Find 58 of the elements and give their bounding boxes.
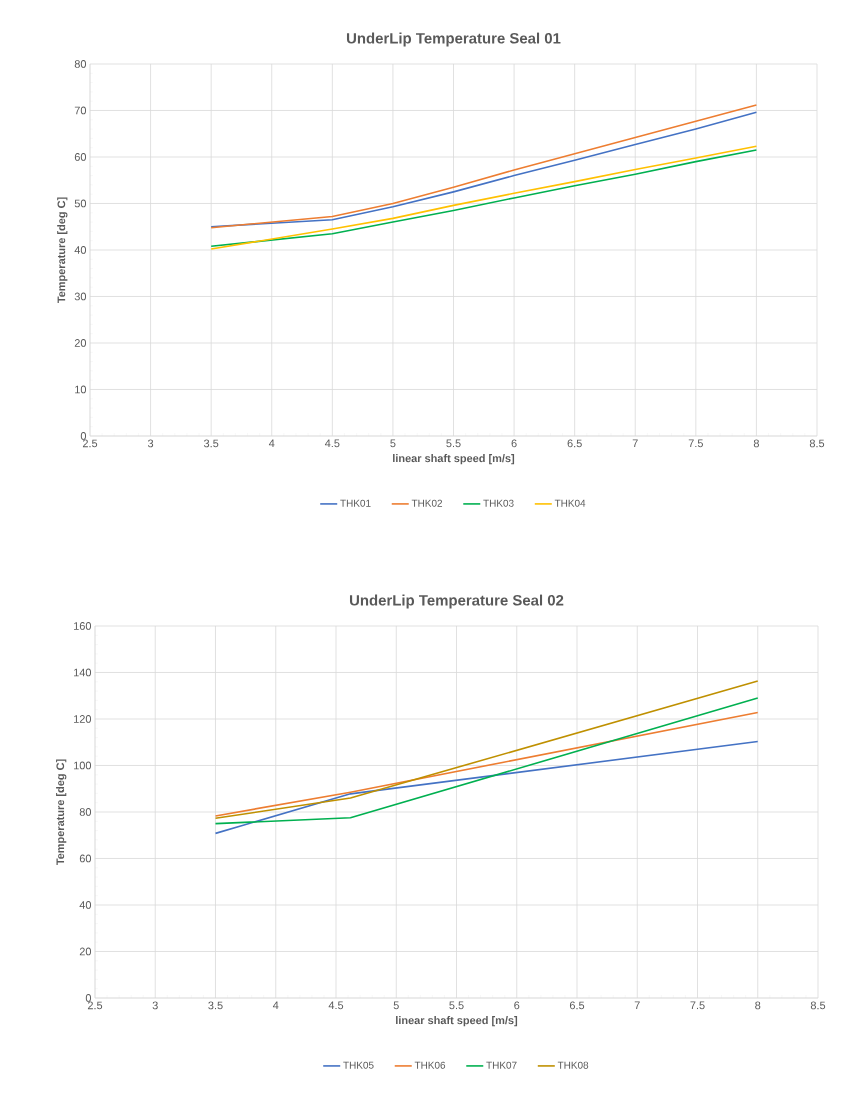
y-tick-label: 140 [74,668,92,677]
x-tick-label: 3.5 [203,439,219,448]
y-tick-label: 80 [79,808,92,816]
x-tick-label: 3 [147,439,154,448]
y-axis-title: Temperature [deg C] [57,197,68,304]
x-tick-label: 7.5 [690,1001,705,1010]
x-tick-label: 7.5 [688,439,703,448]
x-tick-label: 8.5 [809,439,825,448]
x-tick-label: 6.5 [567,439,582,448]
x-tick-label: 7 [634,1001,640,1010]
y-tick-label: 20 [79,947,92,956]
y-tick-label: 100 [74,761,92,770]
x-axis-title: linear shaft speed [m/s] [396,1016,518,1027]
y-tick-label: 40 [79,901,92,909]
x-tick-label: 2.5 [87,1001,103,1010]
y-tick-label: 0 [80,432,87,440]
x-tick-label: 4 [268,439,275,448]
x-tick-label: 5.5 [449,1001,464,1010]
x-tick-label: 4 [272,1001,279,1010]
x-tick-label: 8 [753,439,759,448]
legend-label: THK07 [486,1061,517,1069]
y-axis-title: Temperature [deg C] [56,759,67,866]
y-tick-label: 60 [74,153,87,161]
legend-label: THK08 [557,1061,589,1069]
legend-label: THK05 [343,1061,374,1069]
y-tick-label: 60 [79,854,92,863]
x-tick-label: 6 [514,1001,520,1010]
chart-title: UnderLip Temperature Seal 01 [346,32,561,47]
y-tick-label: 70 [74,106,87,115]
x-tick-label: 8.5 [810,1001,826,1010]
y-tick-label: 0 [85,994,92,1002]
x-tick-label: 7 [632,439,638,448]
x-tick-label: 4.5 [328,1001,344,1010]
x-axis-title: linear shaft speed [m/s] [393,454,515,465]
x-tick-label: 3.5 [208,1001,223,1010]
y-tick-label: 80 [74,60,87,68]
y-tick-label: 120 [74,715,92,723]
legend-label: THK03 [483,499,514,507]
legend-label: THK06 [414,1061,446,1069]
x-tick-label: 5 [390,439,396,448]
x-tick-label: 8 [755,1001,761,1010]
y-tick-label: 50 [74,199,87,208]
x-tick-label: 4.5 [324,439,340,448]
chart-title: UnderLip Temperature Seal 02 [349,594,564,609]
x-tick-label: 6.5 [569,1001,585,1010]
y-tick-label: 10 [75,385,87,394]
x-tick-label: 6 [511,439,517,448]
y-tick-label: 160 [74,622,92,630]
y-tick-label: 30 [74,292,87,301]
x-tick-label: 5.5 [446,439,461,448]
x-tick-label: 2.5 [82,439,98,448]
y-tick-label: 40 [74,246,87,254]
y-tick-label: 20 [74,339,87,347]
legend-label: THK04 [554,499,586,507]
x-tick-label: 3 [152,1001,158,1010]
x-tick-label: 5 [393,1001,399,1010]
legend-label: THK01 [340,499,371,507]
legend-label: THK02 [411,499,443,507]
